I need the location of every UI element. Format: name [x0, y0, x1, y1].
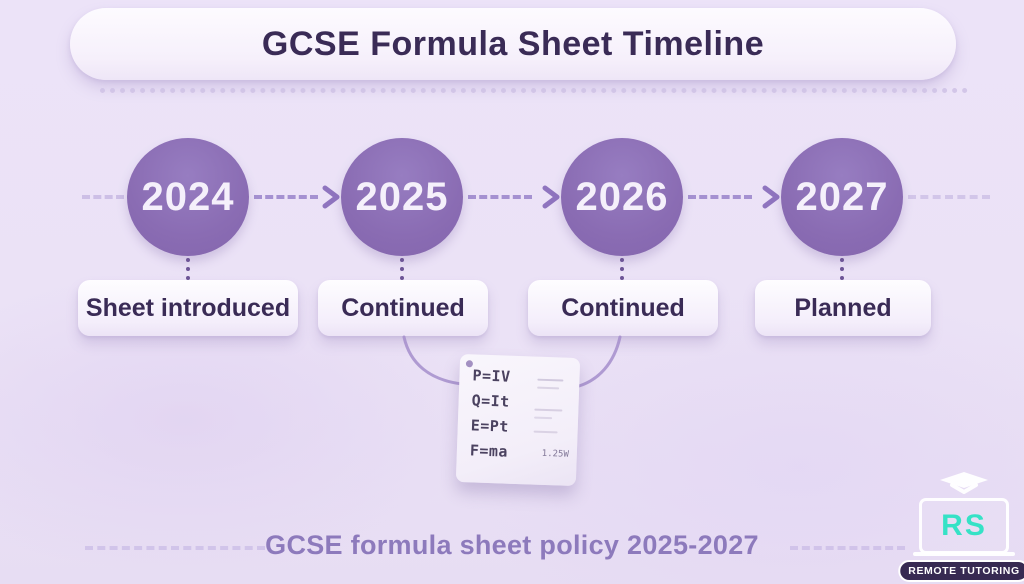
status-box-2027: Planned [755, 280, 931, 336]
year-label: 2026 [575, 174, 669, 219]
status-label: Sheet introduced [85, 293, 291, 322]
node-connector-dots [840, 258, 844, 280]
node-connector-dots [620, 258, 624, 280]
timeline-tail-dashes [908, 195, 990, 199]
formula-line: Q=It [471, 391, 511, 411]
timeline-lead-dashes [82, 195, 124, 199]
brand-logo: RS REMOTE TUTORING [898, 472, 1024, 582]
node-connector-dots [186, 258, 190, 280]
brand-badge: REMOTE TUTORING [898, 560, 1024, 582]
year-label: 2024 [141, 174, 235, 219]
status-box-2026: Continued [528, 280, 718, 336]
note-scribble [534, 416, 553, 420]
note-scribble [534, 408, 563, 412]
caption-text: GCSE formula sheet policy 2025-2027 [265, 530, 759, 560]
timeline-node-2025: 2025 [341, 138, 463, 256]
formula-sheet-note: P=IV Q=It E=Pt F=ma 1.25W [455, 353, 581, 487]
arrow-right-icon [540, 185, 562, 209]
arrow-right-icon [320, 185, 342, 209]
year-label: 2027 [795, 174, 889, 219]
year-label: 2025 [355, 174, 449, 219]
formula-line: F=ma [469, 441, 509, 461]
timeline-dash-segment [468, 195, 532, 199]
timeline-node-2026: 2026 [561, 138, 683, 256]
note-side-annotation: 1.25W [541, 448, 569, 460]
arrow-right-icon [760, 185, 782, 209]
status-box-2025: Continued [318, 280, 488, 336]
timeline-node-2024: 2024 [127, 138, 249, 256]
caption-right-dashes [790, 546, 905, 550]
logo-initials: RS [941, 509, 987, 542]
status-label: Continued [561, 293, 685, 322]
note-scribble [537, 378, 564, 382]
status-box-2024: Sheet introduced [78, 280, 298, 336]
timeline-node-2027: 2027 [781, 138, 903, 256]
page-title: GCSE Formula Sheet Timeline [261, 24, 765, 63]
status-label: Planned [794, 293, 892, 322]
laptop-base [913, 552, 1015, 556]
title-underline-dots [100, 88, 968, 93]
graduation-cap-icon [936, 472, 992, 503]
note-scribble [537, 386, 560, 390]
node-connector-dots [400, 258, 404, 280]
formula-line: E=Pt [470, 416, 510, 436]
status-label: Continued [341, 293, 465, 322]
formula-line: P=IV [472, 366, 511, 386]
timeline-dash-segment [254, 195, 318, 199]
note-scribble [533, 430, 558, 434]
title-banner: GCSE Formula Sheet Timeline [70, 8, 956, 80]
caption-left-dashes [85, 546, 265, 550]
laptop-icon: RS [919, 498, 1009, 554]
timeline-dash-segment [688, 195, 752, 199]
